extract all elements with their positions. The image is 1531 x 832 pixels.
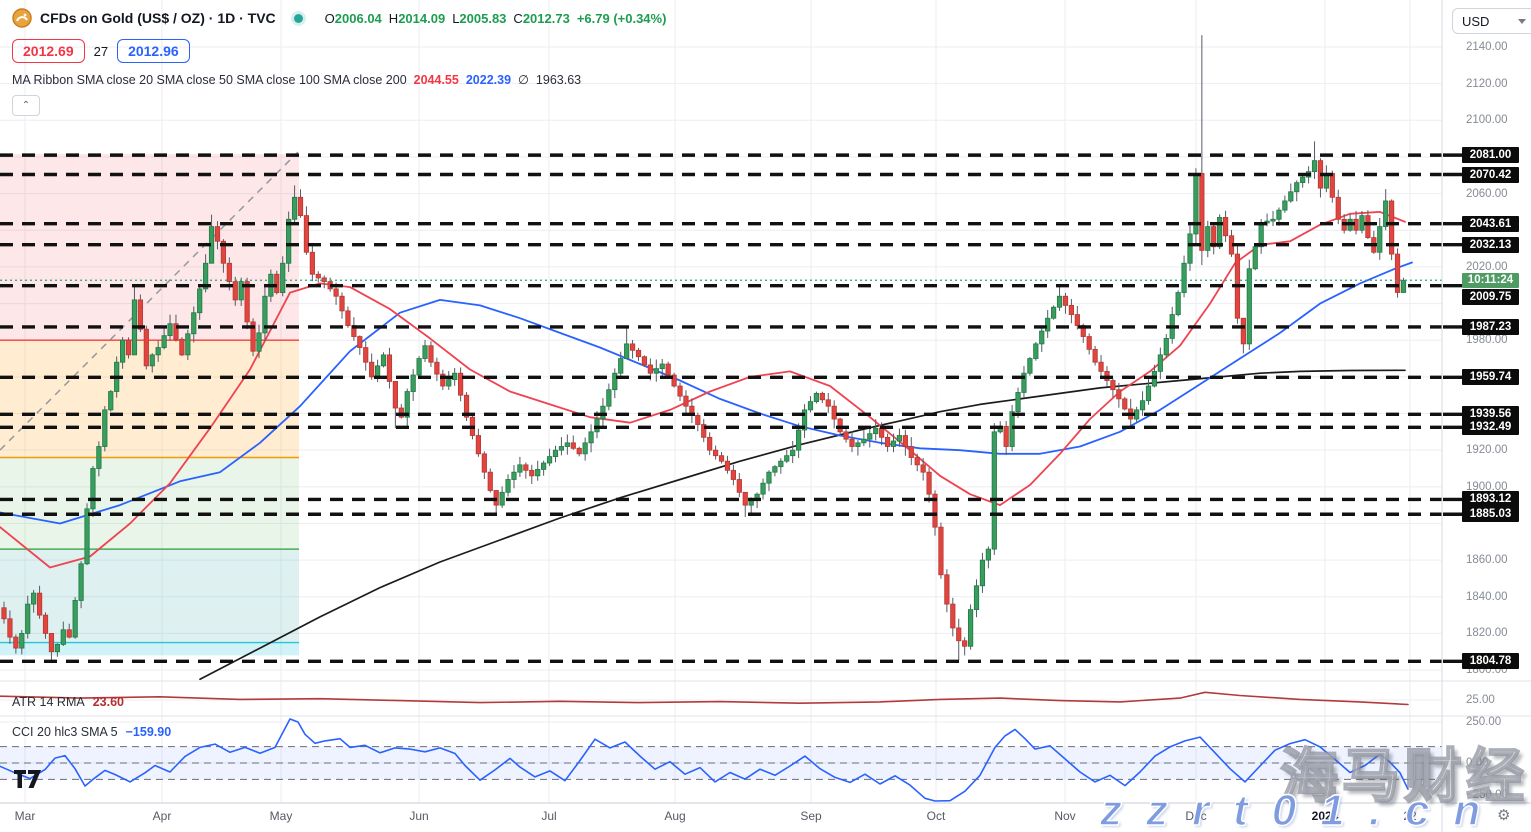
average-symbol: ∅ [518,73,529,87]
chevron-up-icon: ⌃ [21,100,31,111]
time-axis-label[interactable]: Mar [14,809,36,823]
cci-tick: 250.00 [1466,716,1502,728]
sma200-value: 1963.63 [535,72,582,87]
price-tick: 2100.00 [1466,114,1508,127]
ohlc-readout: O2006.04 H2014.09 L2005.83 C2012.73 +6.7… [324,10,667,26]
price-tick: 1840.00 [1466,590,1508,603]
sr-price-label[interactable]: 2070.42 [1462,166,1519,183]
atr-label: ATR 14 RMA [12,695,85,709]
gold-coin-icon [12,8,32,28]
time-axis-label[interactable]: Jun [409,809,429,823]
sr-price-label[interactable]: 2043.61 [1462,215,1519,232]
sr-price-label[interactable]: 2032.13 [1462,236,1519,253]
price-tick: 1860.00 [1466,554,1508,567]
sma20-value: 2044.55 [413,72,459,87]
collapse-legend-button[interactable]: ⌃ [12,95,40,116]
axis-settings-gear-icon[interactable]: ⚙ [1497,807,1511,824]
currency-selector[interactable]: USD [1452,8,1531,34]
symbol-title[interactable]: CFDs on Gold (US$ / OZ) · 1D · TVC [40,10,276,26]
time-axis-label[interactable]: Sep [800,809,822,823]
time-axis-label[interactable]: 2024 [1311,809,1339,823]
sr-price-label[interactable]: 2009.75 [1462,288,1519,305]
price-tick: 1980.00 [1466,334,1508,347]
price-tick: 1820.00 [1466,627,1508,640]
sma50-value: 2022.39 [465,72,512,87]
atr-value: 23.60 [92,695,124,709]
cci-tick: 0.00 [1466,757,1489,769]
price-tick: 1920.00 [1466,444,1508,457]
spread-value: 27 [93,43,109,59]
atr-tick: 25.00 [1466,694,1495,706]
change-value: +6.79 (+0.34%) [576,10,667,26]
price-tick: 2120.00 [1466,77,1508,90]
sr-price-label[interactable]: 1885.03 [1462,506,1519,523]
bar-countdown: 10:11:24 [1462,272,1519,288]
ma-ribbon-legend[interactable]: MA Ribbon SMA close 20 SMA close 50 SMA … [12,72,666,88]
time-axis-label[interactable]: May [269,809,293,823]
time-axis-label[interactable]: Apr [152,809,172,823]
cci-pane-legend[interactable]: CCI 20 hlc3 SMA 5 −159.90 [12,725,171,739]
bid-button[interactable]: 2012.69 [12,39,85,63]
time-axis-label[interactable]: Oct [926,809,946,823]
cci-label: CCI 20 hlc3 SMA 5 [12,725,118,739]
time-axis-label[interactable]: Nov [1054,809,1076,823]
low-value: 2005.83 [459,10,507,26]
chart-legend: CFDs on Gold (US$ / OZ) · 1D · TVC O2006… [12,6,666,116]
atr-pane-legend[interactable]: ATR 14 RMA 23.60 [12,695,124,709]
sr-price-label[interactable]: 2081.00 [1462,147,1519,164]
time-axis-label[interactable]: Jul [541,809,557,823]
open-value: 2006.04 [334,10,382,26]
ma-ribbon-label: MA Ribbon SMA close 20 SMA close 50 SMA … [12,72,407,87]
sr-price-label[interactable]: 1987.23 [1462,318,1519,335]
time-axis-label[interactable]: 22 [1403,809,1417,823]
sr-price-label[interactable]: 1959.74 [1462,369,1519,386]
chevron-down-icon [1518,18,1526,24]
ask-button[interactable]: 2012.96 [117,39,190,63]
cci-tick: −250.00 [1466,789,1508,801]
currency-label: USD [1462,13,1490,29]
time-axis-label[interactable]: Dec [1185,809,1207,823]
close-value: 2012.73 [522,10,570,26]
cci-value: −159.90 [125,725,172,739]
sr-price-label[interactable]: 1939.56 [1462,406,1519,423]
price-tick: 1900.00 [1466,480,1508,493]
sr-price-label[interactable]: 1893.12 [1462,491,1519,508]
time-axis-label[interactable]: Aug [664,809,686,823]
sr-price-label[interactable]: 1932.49 [1462,419,1519,436]
price-tick: 2140.00 [1466,41,1508,53]
tradingview-logo-icon[interactable] [14,770,46,793]
price-tick: 2060.00 [1466,187,1508,200]
market-status-dot[interactable] [293,13,303,23]
high-value: 2014.09 [398,10,446,26]
sr-price-label[interactable]: 1804.78 [1462,653,1519,670]
price-tick: 2020.00 [1466,260,1508,273]
